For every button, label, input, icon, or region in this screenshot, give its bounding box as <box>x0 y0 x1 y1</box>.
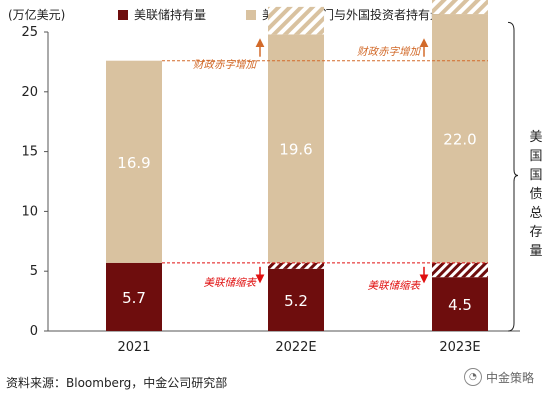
annotation-deficit-increase: 财政赤字增加 <box>357 46 421 58</box>
data-label-private-2021: 16.9 <box>117 154 150 172</box>
data-label-fed-2022E: 5.2 <box>284 292 308 310</box>
y-tick-label: 10 <box>21 204 38 219</box>
y-tick-label: 5 <box>30 264 38 279</box>
bar-private-2023E <box>432 14 488 263</box>
x-tick-label-2021: 2021 <box>117 340 150 355</box>
x-tick-label-2023E: 2023E <box>439 340 480 355</box>
unit-label: (万亿美元) <box>8 8 66 22</box>
data-label-private-2022E: 19.6 <box>279 141 312 159</box>
bar-deficit-increase-2023E <box>432 0 488 15</box>
data-label-fed-2021: 5.7 <box>122 289 146 307</box>
annotation-qt: 美联储缩表 <box>204 277 258 289</box>
total-stock-bracket <box>507 21 519 332</box>
y-tick-label: 15 <box>21 145 38 160</box>
bar-fed-reduction-2023E <box>432 262 488 278</box>
data-label-fed-2023E: 4.5 <box>448 296 472 314</box>
y-tick-label: 25 <box>21 25 38 40</box>
watermark-text: 中金策略 <box>485 370 534 385</box>
legend-item-fed: 美联储持有量 <box>118 6 206 23</box>
watermark: ◔ 中金策略 <box>463 368 534 386</box>
annotation-deficit-increase: 财政赤字增加 <box>193 59 257 71</box>
legend-label-fed: 美联储持有量 <box>134 8 207 22</box>
source-note: 资料来源：Bloomberg，中金公司研究部 <box>6 376 228 390</box>
bar-fed-2021 <box>106 262 162 331</box>
bar-private-2022E <box>268 34 324 263</box>
annotation-qt: 美联储缩表 <box>368 280 422 292</box>
y-tick-label: 20 <box>21 85 38 100</box>
y-tick-label: 0 <box>30 324 38 339</box>
data-label-private-2023E: 22.0 <box>443 130 476 148</box>
total-stock-label: 美国国债总存量 <box>529 130 543 259</box>
bar-fed-2023E <box>432 277 488 331</box>
x-tick-label-2022E: 2022E <box>275 340 316 355</box>
legend-swatch-fed <box>118 9 128 20</box>
bar-deficit-increase-2022E <box>268 6 324 35</box>
bar-private-2021 <box>106 60 162 263</box>
legend-swatch-private <box>246 9 256 20</box>
bar-fed-2022E <box>268 268 324 331</box>
wechat-icon: ◔ <box>463 368 482 386</box>
bar-fed-reduction-2022E <box>268 262 324 269</box>
